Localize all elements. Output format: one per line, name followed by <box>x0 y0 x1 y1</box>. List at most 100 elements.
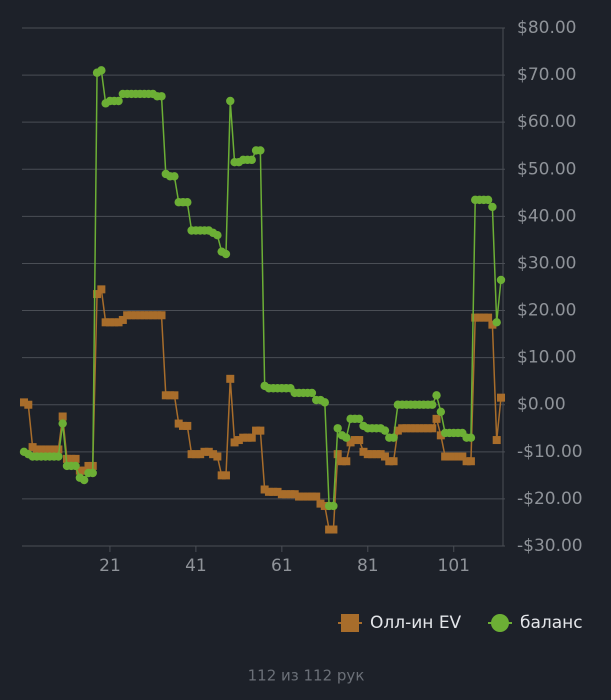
data-point <box>260 485 269 494</box>
data-point <box>247 433 256 442</box>
data-point <box>136 311 145 320</box>
data-point <box>389 457 398 466</box>
data-point <box>221 471 230 480</box>
data-point <box>269 487 278 496</box>
x-tick-label: 101 <box>438 556 470 576</box>
x-tick-label: 21 <box>99 556 121 576</box>
legend-item: баланс <box>488 613 583 633</box>
data-point <box>252 426 261 435</box>
data-point <box>436 431 445 440</box>
series-line <box>23 69 502 507</box>
data-point <box>363 450 372 459</box>
data-point <box>307 492 316 501</box>
legend-label: баланс <box>520 613 583 633</box>
data-point <box>256 426 265 435</box>
data-point <box>239 433 248 442</box>
y-tick-label: $0.00 <box>517 395 566 415</box>
data-point <box>483 195 493 205</box>
x-tick-label: 61 <box>271 556 293 576</box>
data-point <box>20 398 28 407</box>
data-point <box>41 445 50 454</box>
data-point <box>264 487 273 496</box>
data-point <box>454 452 463 461</box>
data-point <box>110 318 119 327</box>
data-point <box>191 450 200 459</box>
series <box>19 66 506 511</box>
legend-marker <box>341 614 359 632</box>
data-point <box>209 450 218 459</box>
data-point <box>230 438 239 447</box>
data-point <box>71 454 80 463</box>
data-point <box>449 452 458 461</box>
data-point <box>462 457 471 466</box>
data-point <box>114 96 123 106</box>
data-point <box>286 490 295 499</box>
y-tick-label: $70.00 <box>517 65 576 85</box>
data-point <box>368 450 377 459</box>
data-point <box>144 311 153 320</box>
data-point <box>58 412 67 421</box>
data-point <box>415 424 424 433</box>
data-point <box>380 452 389 461</box>
data-point <box>153 311 162 320</box>
data-point <box>492 436 501 445</box>
data-point <box>148 311 157 320</box>
data-point <box>458 452 467 461</box>
legend-marker <box>491 614 509 632</box>
x-tick-label: 81 <box>357 556 379 576</box>
data-point <box>114 318 123 327</box>
data-point <box>372 450 381 459</box>
data-point <box>67 454 76 463</box>
data-point <box>423 424 432 433</box>
data-point <box>406 424 415 433</box>
data-point <box>200 447 209 456</box>
data-point <box>226 374 235 383</box>
data-point <box>277 490 286 499</box>
y-tick-label: $30.00 <box>517 253 576 273</box>
data-point <box>466 433 476 442</box>
data-point <box>123 311 132 320</box>
data-point <box>445 452 454 461</box>
y-tick-label: -$10.00 <box>517 442 583 462</box>
data-point <box>93 290 102 299</box>
data-point <box>488 202 497 212</box>
data-point <box>84 461 93 470</box>
data-point <box>380 426 390 435</box>
data-point <box>183 198 192 207</box>
data-point <box>79 475 89 485</box>
data-point <box>183 421 192 430</box>
data-point <box>282 490 291 499</box>
data-point <box>466 457 475 466</box>
data-point <box>329 501 338 511</box>
data-point <box>24 400 33 409</box>
data-point <box>118 315 127 324</box>
x-tick-label: 41 <box>185 556 207 576</box>
data-point <box>398 424 407 433</box>
data-point <box>342 457 351 466</box>
data-point <box>101 318 110 327</box>
data-point <box>419 424 428 433</box>
data-point <box>299 492 308 501</box>
data-point <box>247 155 256 165</box>
y-tick-label: $40.00 <box>517 206 576 226</box>
legend-item: Олл-ин EV <box>338 613 462 633</box>
data-point <box>359 447 368 456</box>
footer: 112 из 112 рук <box>248 667 365 685</box>
data-point <box>213 231 222 240</box>
data-point <box>204 447 213 456</box>
data-point <box>479 313 488 322</box>
data-point <box>170 391 179 400</box>
series-line <box>23 287 502 531</box>
data-point <box>88 468 97 478</box>
data-point <box>333 450 342 459</box>
data-point <box>303 492 312 501</box>
data-point <box>354 414 364 424</box>
data-point <box>385 457 394 466</box>
data-point <box>432 414 441 423</box>
data-point <box>432 391 441 400</box>
data-point <box>389 433 398 442</box>
data-point <box>157 92 166 101</box>
data-point <box>329 525 338 534</box>
data-point <box>488 320 497 329</box>
